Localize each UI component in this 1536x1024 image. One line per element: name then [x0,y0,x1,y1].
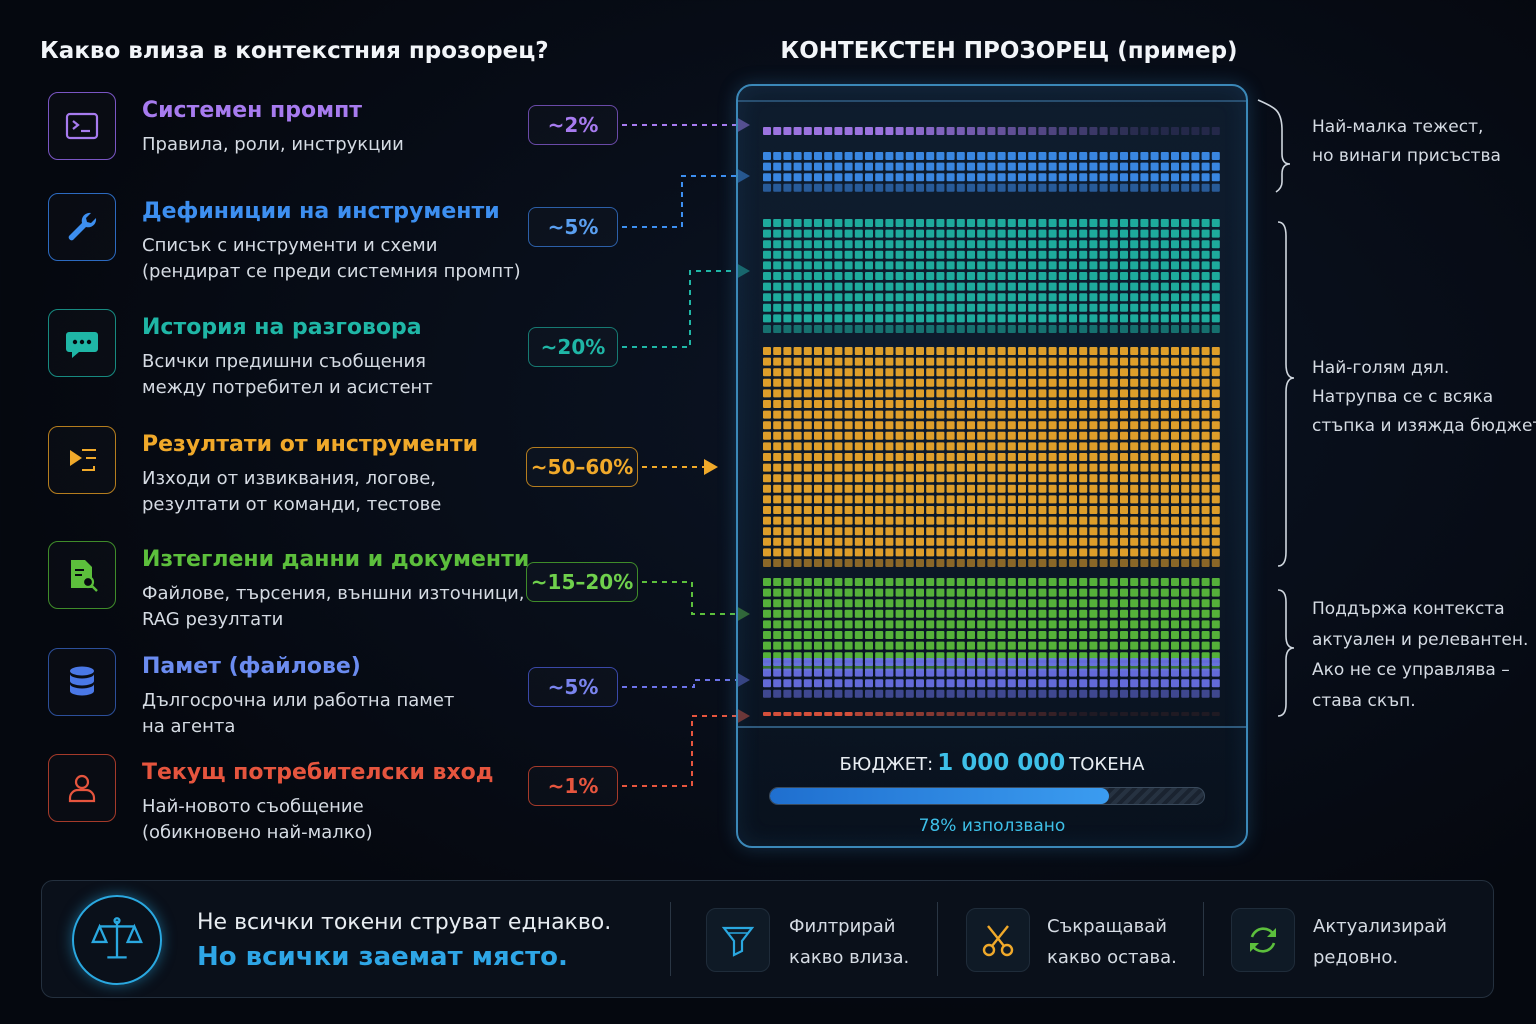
token-band-1 [763,152,1220,192]
percent-badge-memory: ~5% [528,667,618,707]
terminal-icon [48,92,116,160]
percent-badge-retrieved: ~15–20% [526,562,638,602]
item-description: Най-новото съобщение (обикновено най-малк… [142,796,373,843]
action-trim: Съкращавай какво остава. [1047,916,1177,968]
percent-badge-tool-results: ~50–60% [526,447,638,487]
item-user-input: Текущ потребителски вход Най-новото съоб… [48,754,548,854]
percent-badge-user: ~1% [528,766,618,806]
document-search-icon [48,541,116,609]
item-conversation-history: История на разговора Всички предишни съо… [48,309,548,409]
footer-line-2: Но всички заемат място. [197,942,568,972]
token-band-3 [763,347,1220,567]
item-title: История на разговора [142,315,422,340]
item-tool-definitions: Дефиниции на инструменти Списък с инстру… [48,193,548,293]
budget-label: БЮДЖЕТ: 1 000 000 ТОКЕНА [839,750,1145,776]
item-description: Правила, роли, инструкции [142,134,404,155]
footer-divider [1203,902,1204,976]
wrench-icon [48,193,116,261]
user-icon [48,754,116,822]
item-memory-files: Памет (файлове) Дългосрочна или работна … [48,648,548,748]
item-title: Резултати от инструменти [142,432,478,457]
scissors-icon [966,908,1030,972]
chat-icon [48,309,116,377]
item-title: Системен промпт [142,98,363,123]
token-band-2 [763,219,1220,333]
note-relevance: Поддържа контекста актуален и релевантен.… [1312,599,1529,711]
item-title: Дефиниции на инструменти [142,199,500,224]
footer-divider [937,902,938,976]
item-title: Текущ потребителски вход [142,760,494,785]
percent-badge-tools: ~5% [528,207,618,247]
token-band-4 [763,578,1220,671]
token-band-6 [763,712,1220,716]
output-icon [48,426,116,494]
note-largest-share: Най-голям дял. Натрупва се с всяка стъпка … [1312,358,1536,436]
token-grid [763,127,1220,716]
percent-badge-history: ~20% [528,327,618,367]
percent-badge-system: ~2% [528,105,618,145]
scale-icon [72,895,162,985]
left-heading: Какво влиза в контекстния прозорец? [40,38,549,64]
item-title: Памет (файлове) [142,654,361,679]
action-filter: Филтрирай какво влиза. [789,916,910,968]
item-description: Изходи от извиквания, логове, резултати о… [142,468,442,515]
refresh-icon [1231,908,1295,972]
budget-value: 1 000 000 [937,750,1066,776]
footer-divider [670,902,671,976]
funnel-icon [706,908,770,972]
item-title: Изтеглени данни и документи [142,547,530,572]
item-description: Всички предишни съобщения между потребите… [142,351,433,398]
token-band-0 [763,127,1220,135]
item-system-prompt: Системен промпт Правила, роли, инструкци… [48,92,548,192]
window-heading: КОНТЕКСТЕН ПРОЗОРЕЦ (пример) [780,38,1238,64]
budget-used-text: 78% използвано [918,816,1066,836]
database-icon [48,648,116,716]
action-refresh: Актуализирай редовно. [1313,916,1447,968]
budget-progress-fill [770,788,1109,804]
footer-line-1: Не всички токени струват еднакво. [197,910,612,935]
item-tool-results: Резултати от инструменти Изходи от извик… [48,426,548,526]
item-description: Списък с инструменти и схеми (рендират се… [142,235,521,282]
note-small-share: Най-малка тежест, но винаги присъства [1312,117,1501,166]
token-band-5 [763,658,1220,698]
item-description: Файлове, търсения, външни източници, RAG … [142,583,525,630]
item-retrieved-data: Изтеглени данни и документи Файлове, тър… [48,541,548,641]
item-description: Дългосрочна или работна памет на агента [142,690,455,737]
budget-progress-bar [769,787,1205,805]
